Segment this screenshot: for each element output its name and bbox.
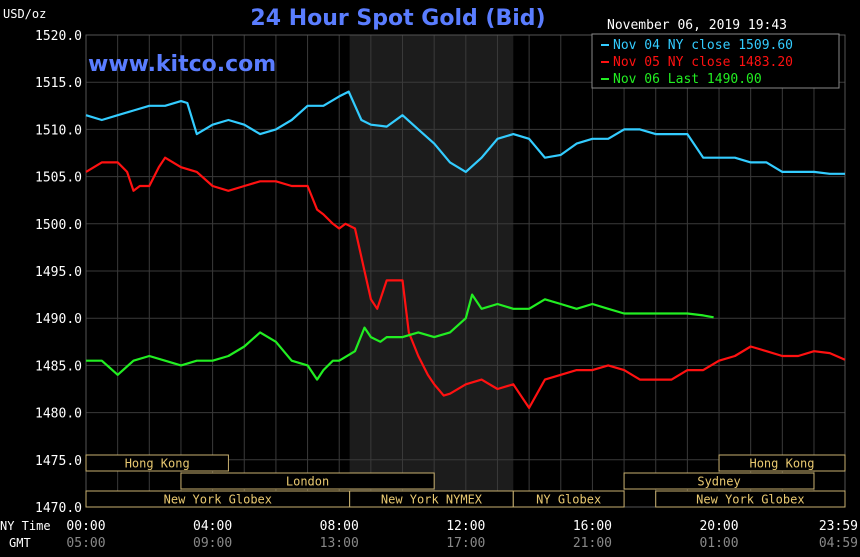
y-tick-label: 1510.0	[35, 123, 82, 138]
y-tick-label: 1485.0	[35, 359, 82, 374]
gmt-label: GMT	[9, 536, 31, 550]
legend-box	[591, 33, 840, 89]
session-bar	[512, 490, 625, 508]
series-lines	[85, 90, 846, 409]
session-bar	[655, 490, 846, 508]
x-tick-label-gmt: 21:00	[573, 536, 612, 551]
x-tick-label-gmt: 09:00	[193, 536, 232, 551]
session-bar	[180, 472, 435, 490]
x-axis: 00:00 05:00 04:00 09:00 08:00 13:00 12:00 17:00…	[66, 519, 858, 551]
y-tick-label: 1480.0	[35, 407, 82, 422]
session-label: New York NYMEX	[381, 493, 483, 507]
x-tick-label-ny: 20:00	[699, 519, 738, 534]
y-axis: 1520.0 1515.0 1510.0 1505.0 1500.0 1495.0 1490…	[35, 29, 82, 516]
y-tick-label: 1520.0	[35, 29, 82, 44]
x-tick-label-ny: 23:59	[819, 519, 858, 534]
x-tick-label-gmt: 17:00	[446, 536, 485, 551]
y-tick-label: 1475.0	[35, 454, 82, 469]
legend-entry: Nov 06 Last 1490.00	[613, 72, 762, 87]
series-line-1	[85, 90, 845, 175]
legend-entry: Nov 04 NY close 1509.60	[613, 38, 793, 53]
session-label: Hong Kong	[125, 457, 190, 471]
x-tick-label-ny: 04:00	[193, 519, 232, 534]
legend-entry: Nov 05 NY close 1483.20	[613, 55, 793, 70]
y-tick-label: 1505.0	[35, 171, 82, 186]
x-tick-label-gmt: 04:59	[819, 536, 858, 551]
session-bar	[718, 454, 846, 472]
x-tick-label-gmt: 05:00	[66, 536, 105, 551]
watermark: www.kitco.com	[88, 52, 276, 77]
ny-time-label: NY Time	[0, 519, 51, 533]
x-tick-label-gmt: 13:00	[320, 536, 359, 551]
legend: Nov 04 NY close 1509.60 Nov 05 NY close 1…	[591, 33, 840, 89]
session-label: New York Globex	[164, 493, 272, 507]
y-axis-label: USD/oz	[3, 7, 46, 21]
date-stamp: November 06, 2019 19:43	[607, 18, 787, 33]
x-tick-label-gmt: 01:00	[699, 536, 738, 551]
series-line-3	[86, 293, 714, 381]
session-label: London	[286, 475, 329, 489]
session-bars: Hong Kong Hong Kong London Sydney New York G…	[85, 454, 846, 508]
session-label: Sydney	[697, 475, 740, 489]
x-tick-label-ny: 08:00	[320, 519, 359, 534]
session-bar	[623, 472, 815, 490]
x-tick-label-ny: 00:00	[66, 519, 105, 534]
x-tick-label-ny: 16:00	[573, 519, 612, 534]
chart-title: 24 Hour Spot Gold (Bid)	[250, 6, 545, 31]
session-label: NY Globex	[536, 493, 601, 507]
session-label: New York Globex	[696, 493, 804, 507]
y-tick-label: 1495.0	[35, 265, 82, 280]
session-label: Hong Kong	[749, 457, 814, 471]
series-line-2	[85, 156, 846, 409]
y-tick-label: 1470.0	[35, 501, 82, 516]
y-tick-label: 1490.0	[35, 312, 82, 327]
y-tick-label: 1500.0	[35, 218, 82, 233]
y-tick-label: 1515.0	[35, 76, 82, 91]
session-bar	[85, 454, 229, 472]
x-tick-label-ny: 12:00	[446, 519, 485, 534]
